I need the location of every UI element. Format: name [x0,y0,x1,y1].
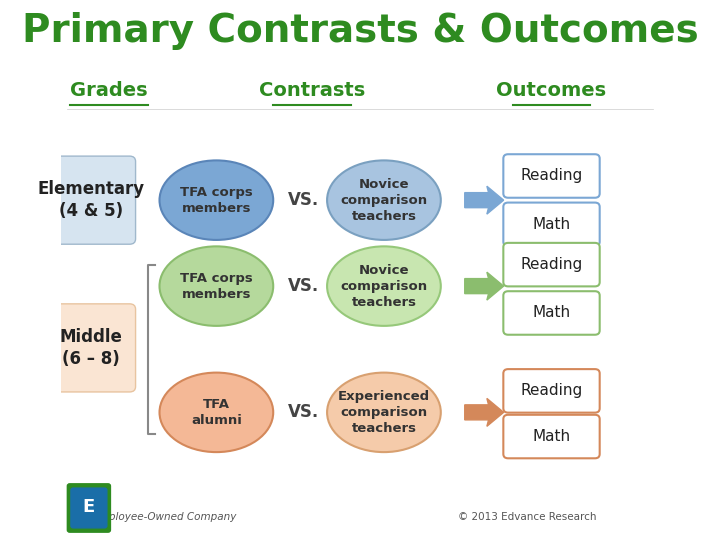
Text: VS.: VS. [287,403,319,421]
Text: Middle
(6 – 8): Middle (6 – 8) [59,328,122,368]
Text: an Employee-Owned Company: an Employee-Owned Company [76,512,237,522]
FancyBboxPatch shape [503,291,600,335]
Text: Math: Math [533,429,570,444]
FancyBboxPatch shape [503,202,600,246]
FancyBboxPatch shape [503,415,600,458]
FancyArrow shape [464,186,503,214]
Text: Reading: Reading [521,383,582,399]
Text: VS.: VS. [287,277,319,295]
Ellipse shape [327,160,441,240]
Text: Grades: Grades [70,80,148,99]
FancyBboxPatch shape [71,488,107,528]
Text: TFA corps
members: TFA corps members [180,272,253,301]
FancyBboxPatch shape [68,484,110,532]
Text: Math: Math [533,217,570,232]
FancyBboxPatch shape [46,304,135,392]
Text: TFA corps
members: TFA corps members [180,186,253,215]
FancyArrow shape [464,272,503,300]
FancyArrow shape [464,399,503,427]
Ellipse shape [327,373,441,452]
Ellipse shape [327,246,441,326]
Text: Reading: Reading [521,257,582,272]
Text: TFA
alumni: TFA alumni [191,398,242,427]
Text: Elementary
(4 & 5): Elementary (4 & 5) [37,180,144,220]
Text: E: E [83,498,95,516]
Text: Primary Contrasts & Outcomes: Primary Contrasts & Outcomes [22,12,698,50]
Text: VS.: VS. [287,191,319,209]
Text: Math: Math [533,306,570,320]
FancyBboxPatch shape [46,156,135,244]
Text: Reading: Reading [521,168,582,184]
FancyBboxPatch shape [503,243,600,286]
Text: Contrasts: Contrasts [259,80,365,99]
Text: Outcomes: Outcomes [497,80,606,99]
Ellipse shape [160,246,273,326]
FancyBboxPatch shape [503,369,600,413]
Text: Novice
comparison
teachers: Novice comparison teachers [341,178,428,222]
Text: Experienced
comparison
teachers: Experienced comparison teachers [338,390,430,435]
Ellipse shape [160,373,273,452]
Ellipse shape [160,160,273,240]
Text: © 2013 Edvance Research: © 2013 Edvance Research [459,512,597,522]
FancyBboxPatch shape [503,154,600,198]
Text: Novice
comparison
teachers: Novice comparison teachers [341,264,428,309]
